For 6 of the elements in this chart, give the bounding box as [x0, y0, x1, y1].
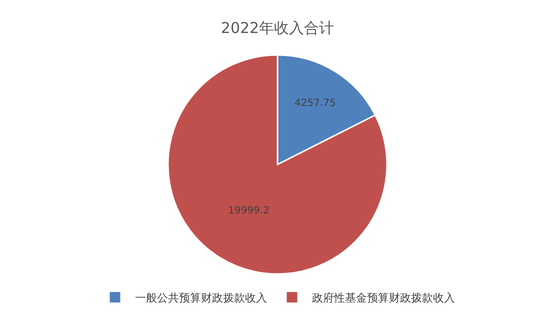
pie-slice: [167, 54, 388, 275]
data-label: 4257.75: [294, 98, 336, 109]
legend-label: 政府性基金预算财政拨款收入: [312, 292, 455, 305]
data-label: 19999.2: [228, 206, 270, 217]
legend-label: 一般公共预算财政拨款收入: [135, 292, 267, 305]
chart-title: 2022年收入合计: [220, 19, 334, 38]
